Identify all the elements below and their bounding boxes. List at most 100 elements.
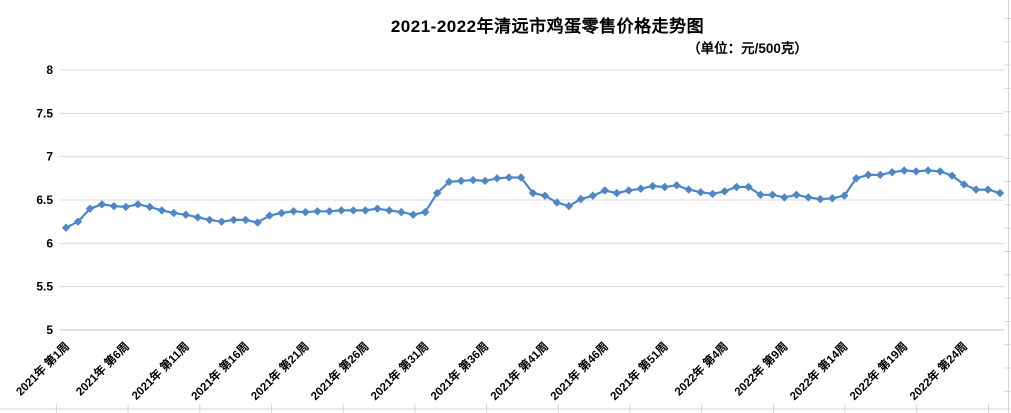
data-point-marker (373, 204, 382, 213)
data-point-marker (145, 202, 155, 212)
data-point-marker (600, 186, 610, 195)
data-point-marker (780, 193, 789, 202)
data-point-marker (911, 167, 921, 176)
data-point-marker (959, 180, 969, 189)
data-point-marker (109, 201, 119, 211)
data-point-marker (648, 181, 657, 191)
data-point-marker (624, 186, 633, 195)
data-point-marker (899, 166, 909, 175)
data-point-marker (516, 173, 526, 182)
x-axis-tick-label: 2021年 第6周 (73, 339, 132, 398)
data-point-marker (85, 204, 95, 213)
y-axis-tick-label: 7.5 (36, 106, 53, 120)
data-point-marker (576, 194, 586, 204)
data-point-marker (684, 185, 693, 194)
data-point-marker (397, 207, 406, 217)
data-point-marker (672, 181, 681, 190)
data-point-marker (636, 184, 645, 193)
data-point-marker (444, 177, 454, 186)
data-point-marker (480, 176, 490, 186)
x-axis-tick-label: 2022年 第14周 (787, 339, 851, 403)
data-point-marker (277, 208, 286, 218)
data-point-marker (935, 167, 945, 176)
y-axis-tick-label: 6 (46, 236, 53, 250)
data-point-marker (660, 182, 669, 192)
data-point-marker (241, 215, 250, 225)
data-point-marker (995, 188, 1005, 198)
data-point-marker (923, 166, 933, 175)
data-point-marker (432, 188, 442, 198)
x-axis-tick-label: 2022年 第4周 (672, 339, 731, 398)
y-axis-tick-label: 8 (46, 63, 53, 77)
y-axis-tick-label: 5 (46, 323, 53, 337)
data-point-marker (169, 208, 178, 218)
data-point-marker (468, 175, 478, 185)
x-axis-tick-label: 2021年 第41周 (487, 339, 551, 403)
x-axis-tick-label: 2021年 第51周 (607, 339, 671, 403)
data-point-marker (504, 173, 514, 182)
data-point-marker (756, 190, 765, 199)
data-point-marker (540, 191, 550, 200)
data-point-marker (409, 210, 418, 219)
data-point-marker (313, 207, 322, 216)
data-point-marker (720, 187, 729, 196)
data-point-marker (564, 201, 574, 211)
data-point-marker (864, 170, 873, 180)
data-point-marker (971, 185, 981, 194)
x-axis-tick-label: 2021年 第11周 (129, 339, 192, 402)
data-point-marker (828, 194, 837, 203)
chart-title: 2021-2022年清远市鸡蛋零售价格走势图 (390, 17, 705, 36)
data-point-marker (217, 217, 226, 226)
data-point-marker (612, 188, 622, 198)
data-point-marker (696, 188, 705, 197)
y-axis-tick-label: 5.5 (36, 280, 53, 294)
data-point-marker (97, 200, 107, 209)
data-point-marker (840, 191, 849, 200)
data-point-marker (361, 206, 370, 215)
x-axis-tick-label: 2022年 第24周 (906, 339, 970, 403)
data-point-marker (456, 176, 466, 186)
data-point-marker (253, 218, 262, 227)
data-point-marker (947, 171, 957, 180)
data-point-marker (349, 206, 358, 215)
x-axis-tick-label: 2021年 第21周 (248, 339, 312, 403)
data-point-marker (816, 194, 825, 204)
data-point-marker (157, 206, 166, 215)
data-point-marker (181, 210, 190, 219)
data-point-marker (73, 217, 83, 226)
data-point-marker (385, 206, 394, 215)
x-axis-tick-label: 2021年 第31周 (368, 339, 432, 403)
data-point-marker (888, 168, 897, 177)
data-point-marker (121, 202, 131, 212)
data-point-marker (492, 174, 502, 183)
chart-unit-note: （单位：元/500克） (687, 41, 808, 56)
data-point-marker (804, 193, 813, 202)
x-axis-tick-label: 2021年 第46周 (547, 339, 611, 403)
data-point-marker (744, 182, 753, 192)
x-axis-tick-label: 2021年 第1周 (13, 339, 72, 398)
data-point-marker (552, 198, 562, 207)
data-point-marker (61, 223, 71, 232)
data-point-marker (852, 174, 861, 183)
x-axis-tick-label: 2021年 第16周 (188, 339, 252, 403)
data-point-marker (528, 188, 538, 198)
data-point-marker (792, 190, 801, 199)
data-point-marker (588, 191, 598, 200)
y-axis-tick-label: 7 (46, 150, 53, 164)
data-point-marker (205, 215, 214, 225)
data-point-marker (289, 207, 298, 216)
data-point-marker (337, 206, 346, 215)
data-point-marker (133, 200, 143, 209)
x-axis-tick-label: 2021年 第26周 (308, 339, 372, 403)
data-point-marker (732, 182, 741, 192)
x-axis-tick-label: 2021年 第36周 (428, 339, 492, 403)
data-point-marker (265, 211, 274, 220)
y-axis-tick-label: 6.5 (36, 193, 53, 207)
data-point-marker (983, 185, 993, 194)
price-series-line (64, 169, 1002, 229)
data-point-marker (301, 207, 310, 217)
x-axis-tick-label: 2022年 第19周 (847, 339, 911, 403)
data-point-marker (193, 213, 202, 222)
data-point-marker (421, 207, 430, 217)
